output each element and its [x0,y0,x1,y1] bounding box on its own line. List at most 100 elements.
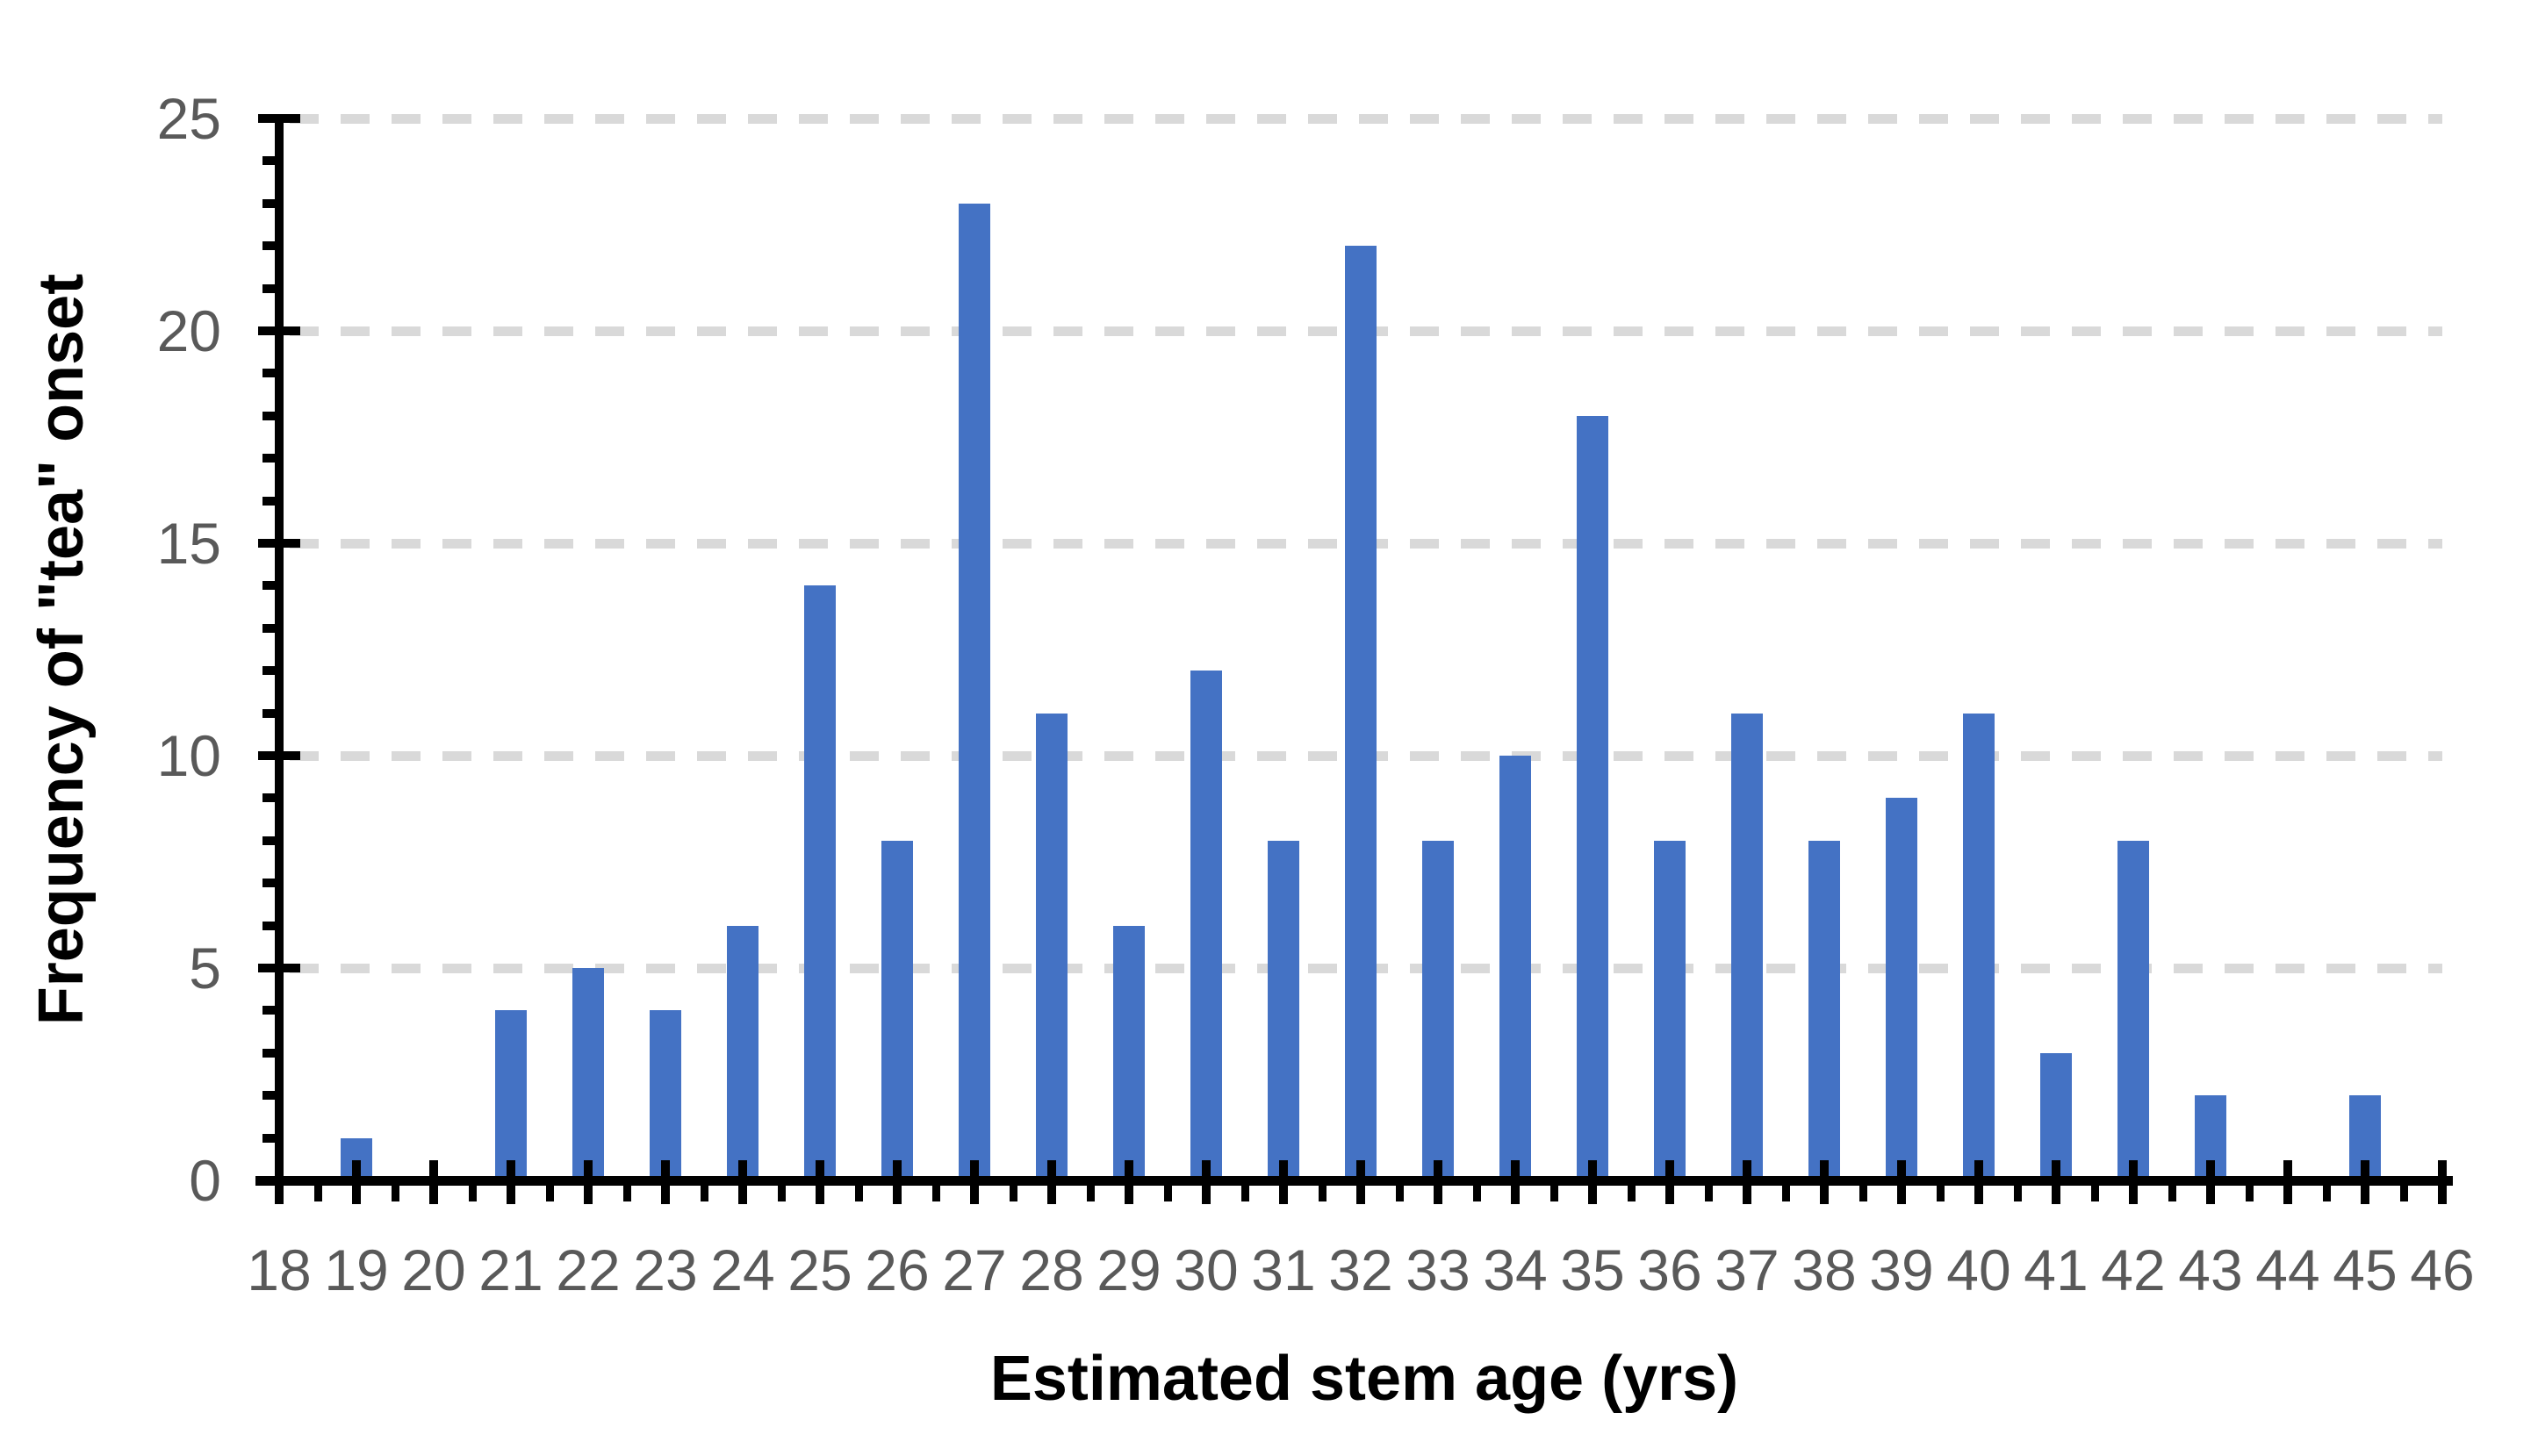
x-tick-label: 40 [1946,1237,2011,1302]
y-minor-tick [262,581,275,591]
bar [1345,246,1377,1180]
x-tick-label: 21 [478,1237,543,1302]
y-major-tick [258,751,300,760]
x-minor-tick [777,1186,786,1201]
y-minor-tick [262,1006,275,1015]
bar [1113,925,1145,1180]
bar [1422,840,1454,1180]
y-minor-tick [262,454,275,463]
x-axis-title: Estimated stem age (yrs) [989,1344,1739,1414]
x-tick-label: 20 [401,1237,466,1302]
bar [959,203,990,1180]
bar [2117,840,2149,1180]
y-minor-tick [262,623,275,633]
x-tick-label: 41 [2024,1237,2089,1302]
y-major-tick [258,114,300,123]
y-tick-label: 5 [189,936,221,1001]
x-major-tick [2438,1160,2447,1204]
x-major-tick [1125,1160,1133,1204]
x-tick-label: 45 [2333,1237,2398,1302]
bar [650,1010,681,1180]
x-minor-tick [1318,1186,1327,1201]
bar [1268,840,1299,1180]
x-minor-tick [1009,1186,1017,1201]
x-tick-label: 25 [787,1237,852,1302]
x-tick-label: 35 [1560,1237,1625,1302]
x-major-tick [1202,1160,1211,1204]
x-minor-tick [468,1186,477,1201]
x-tick-label: 37 [1715,1237,1779,1302]
x-tick-label: 30 [1174,1237,1239,1302]
x-tick-label: 44 [2255,1237,2320,1302]
x-major-tick [970,1160,979,1204]
gridline [290,113,2442,124]
x-major-tick [2129,1160,2138,1204]
y-tick-label: 0 [189,1148,221,1213]
x-minor-tick [313,1186,322,1201]
y-minor-tick [262,1048,275,1058]
x-major-tick [507,1160,515,1204]
x-tick-label: 22 [556,1237,621,1302]
y-major-tick [258,539,300,548]
x-major-tick [2052,1160,2060,1204]
x-minor-tick [2399,1186,2408,1201]
x-minor-tick [2245,1186,2254,1201]
x-tick-label: 42 [2101,1237,2166,1302]
x-tick-label: 19 [324,1237,389,1302]
bar [1808,840,1840,1180]
x-major-tick [1511,1160,1520,1204]
x-minor-tick [1627,1186,1636,1201]
x-major-tick [1897,1160,1906,1204]
x-minor-tick [2168,1186,2176,1201]
y-tick-label: 25 [156,86,221,151]
bar [804,585,836,1180]
x-tick-label: 33 [1406,1237,1470,1302]
bar [1886,798,1917,1180]
bar [1036,713,1068,1180]
x-tick-label: 23 [633,1237,698,1302]
y-minor-tick [262,198,275,208]
y-minor-tick [262,921,275,930]
bar [881,840,913,1180]
x-tick-label: 29 [1096,1237,1161,1302]
x-major-tick [816,1160,824,1204]
bar [727,925,759,1180]
y-tick-label: 10 [156,723,221,788]
x-minor-tick [700,1186,708,1201]
x-major-tick [738,1160,747,1204]
y-minor-tick [262,283,275,293]
x-major-tick [1743,1160,1751,1204]
y-axis-title: Frequency of "tea" onset [26,273,97,1026]
x-minor-tick [1240,1186,1249,1201]
y-minor-tick [262,156,275,166]
x-tick-label: 43 [2178,1237,2243,1302]
y-minor-tick [262,793,275,803]
y-major-tick [258,1176,300,1185]
y-minor-tick [262,496,275,506]
x-major-tick [584,1160,593,1204]
x-major-tick [1588,1160,1597,1204]
bar [2040,1052,2072,1180]
x-major-tick [1356,1160,1365,1204]
x-tick-label: 28 [1019,1237,1084,1302]
y-minor-tick [262,708,275,718]
x-tick-label: 39 [1869,1237,1934,1302]
x-major-tick [352,1160,361,1204]
y-minor-tick [262,369,275,378]
x-major-tick [1434,1160,1442,1204]
x-tick-label: 32 [1328,1237,1393,1302]
y-minor-tick [262,836,275,845]
bar [572,968,604,1180]
y-major-tick [258,964,300,972]
x-major-tick [1279,1160,1288,1204]
y-tick-label: 15 [156,511,221,576]
x-tick-label: 34 [1483,1237,1548,1302]
x-major-tick [1047,1160,1056,1204]
x-tick-label: 26 [865,1237,930,1302]
x-minor-tick [931,1186,940,1201]
x-major-tick [1974,1160,1983,1204]
y-axis-line [275,115,284,1186]
x-tick-label: 18 [247,1237,312,1302]
y-minor-tick [262,411,275,420]
x-major-tick [1820,1160,1829,1204]
